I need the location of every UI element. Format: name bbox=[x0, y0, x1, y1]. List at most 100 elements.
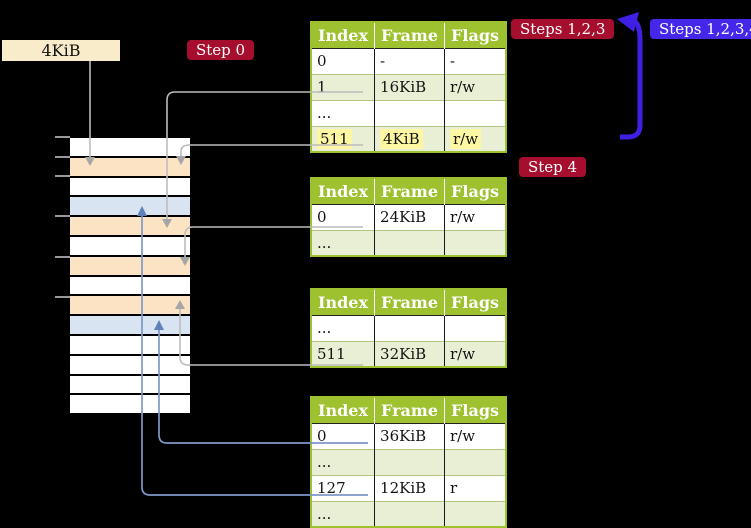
memory-frame-white bbox=[70, 335, 190, 354]
table-cell bbox=[444, 229, 507, 256]
table-row: 0-- bbox=[311, 47, 507, 74]
table-cell: 0 bbox=[311, 47, 375, 74]
memory-column bbox=[70, 138, 190, 416]
column-header: Frame bbox=[374, 22, 445, 48]
page-table-level2-table: Index Frame Flags... 511 32KiB r/w bbox=[310, 288, 508, 368]
memory-frame-white bbox=[70, 177, 190, 196]
address-tick bbox=[55, 175, 70, 177]
table-row: 511 32KiB r/w bbox=[311, 340, 507, 367]
table-row: 0 36KiB r/w bbox=[311, 422, 507, 449]
table-header-row: Index Frame Flags bbox=[311, 397, 507, 423]
recursive-loop-arrow bbox=[620, 18, 643, 140]
table-cell bbox=[444, 314, 507, 341]
recursive-loop-arrow-head bbox=[617, 12, 639, 32]
column-header: Frame bbox=[374, 289, 445, 315]
memory-frame-blue bbox=[70, 316, 190, 334]
table-header-row: Index Frame Flags bbox=[311, 178, 507, 204]
table-row: 511 4KiB r/w bbox=[311, 125, 507, 152]
table-cell: ... bbox=[311, 229, 375, 256]
table-cell bbox=[444, 99, 507, 126]
table-cell: 12KiB bbox=[374, 474, 445, 501]
table-row: 127 12KiB r bbox=[311, 474, 507, 501]
column-header: Flags bbox=[444, 397, 507, 423]
address-tick bbox=[55, 296, 70, 298]
table-row: ... bbox=[311, 314, 507, 341]
table-cell: 4KiB bbox=[374, 125, 445, 152]
table-row: ... bbox=[311, 229, 507, 256]
table-cell: 0 bbox=[311, 203, 375, 230]
table-header-row: Index Frame Flags bbox=[311, 22, 507, 48]
table-cell bbox=[374, 500, 445, 527]
address-tick bbox=[55, 136, 70, 138]
memory-frame-orange bbox=[70, 157, 190, 176]
table-row: 0 24KiB r/w bbox=[311, 203, 507, 230]
column-header: Index bbox=[311, 178, 375, 204]
address-tick bbox=[55, 215, 70, 217]
table-cell: r/w bbox=[444, 125, 507, 152]
table-row: ... bbox=[311, 500, 507, 527]
column-header: Flags bbox=[444, 22, 507, 48]
table-cell: - bbox=[444, 47, 507, 74]
memory-frame-white bbox=[70, 355, 190, 374]
table-cell: r/w bbox=[444, 73, 507, 100]
page-table-level1: Index Frame Flags 0 36KiB r/w... 127 12KiB r... bbox=[310, 396, 508, 528]
table-cell: 127 bbox=[311, 474, 375, 501]
column-header: Flags bbox=[444, 289, 507, 315]
table-cell bbox=[444, 500, 507, 527]
table-cell: 1 bbox=[311, 73, 375, 100]
table-cell: 32KiB bbox=[374, 340, 445, 367]
table-cell bbox=[374, 448, 445, 475]
page-table-level1-table: Index Frame Flags 0 36KiB r/w... 127 12KiB r... bbox=[310, 396, 508, 528]
highlighted-entry: 4KiB bbox=[380, 128, 423, 149]
table-cell: 16KiB bbox=[374, 73, 445, 100]
table-cell: ... bbox=[311, 314, 375, 341]
table-cell: ... bbox=[311, 448, 375, 475]
table-cell: ... bbox=[311, 99, 375, 126]
table-cell: 36KiB bbox=[374, 422, 445, 449]
table-cell: 24KiB bbox=[374, 203, 445, 230]
page-table-level2: Index Frame Flags... 511 32KiB r/w bbox=[310, 288, 508, 368]
memory-frame-white bbox=[70, 276, 190, 295]
steps123-badge: Steps 1,2,3 bbox=[511, 19, 615, 39]
table-cell bbox=[374, 229, 445, 256]
table-cell bbox=[444, 448, 507, 475]
column-header: Index bbox=[311, 22, 375, 48]
table-cell: - bbox=[374, 47, 445, 74]
highlighted-entry: r/w bbox=[450, 128, 482, 149]
column-header: Frame bbox=[374, 397, 445, 423]
table-cell: r bbox=[444, 474, 507, 501]
memory-frame-white bbox=[70, 375, 190, 394]
table-header-row: Index Frame Flags bbox=[311, 289, 507, 315]
table-row: ... bbox=[311, 99, 507, 126]
table-cell bbox=[374, 99, 445, 126]
table-row: 1 16KiB r/w bbox=[311, 73, 507, 100]
memory-frame-orange bbox=[70, 217, 190, 235]
column-header: Index bbox=[311, 289, 375, 315]
memory-frame-blue bbox=[70, 197, 190, 216]
memory-frame-white bbox=[70, 236, 190, 255]
page-size-label: 4KiB bbox=[2, 40, 120, 61]
page-table-level3-table: Index Frame Flags 0 24KiB r/w... bbox=[310, 177, 508, 257]
table-cell: 511 bbox=[311, 340, 375, 367]
page-table-level4: Index Frame Flags 0- -1 16KiB r/w... 511 4KiB r/w bbox=[310, 21, 508, 153]
column-header: Flags bbox=[444, 178, 507, 204]
page-table-level4-table: Index Frame Flags 0- -1 16KiB r/w... 511 4KiB r/w bbox=[310, 21, 508, 153]
table-cell: r/w bbox=[444, 422, 507, 449]
table-row: ... bbox=[311, 448, 507, 475]
memory-frame-white bbox=[70, 395, 190, 414]
table-cell: 0 bbox=[311, 422, 375, 449]
address-tick bbox=[55, 256, 70, 258]
table-cell bbox=[374, 314, 445, 341]
address-tick bbox=[55, 156, 70, 158]
page-table-level3: Index Frame Flags 0 24KiB r/w... bbox=[310, 177, 508, 257]
memory-frame-orange bbox=[70, 256, 190, 275]
table-cell: r/w bbox=[444, 203, 507, 230]
highlighted-entry: 511 bbox=[317, 128, 352, 149]
table-cell: 511 bbox=[311, 125, 375, 152]
step0-badge: Step 0 bbox=[187, 40, 255, 60]
column-header: Frame bbox=[374, 178, 445, 204]
table-cell: r/w bbox=[444, 340, 507, 367]
steps1234-badge: Steps 1,2,3,4 bbox=[650, 19, 751, 39]
table-cell: ... bbox=[311, 500, 375, 527]
